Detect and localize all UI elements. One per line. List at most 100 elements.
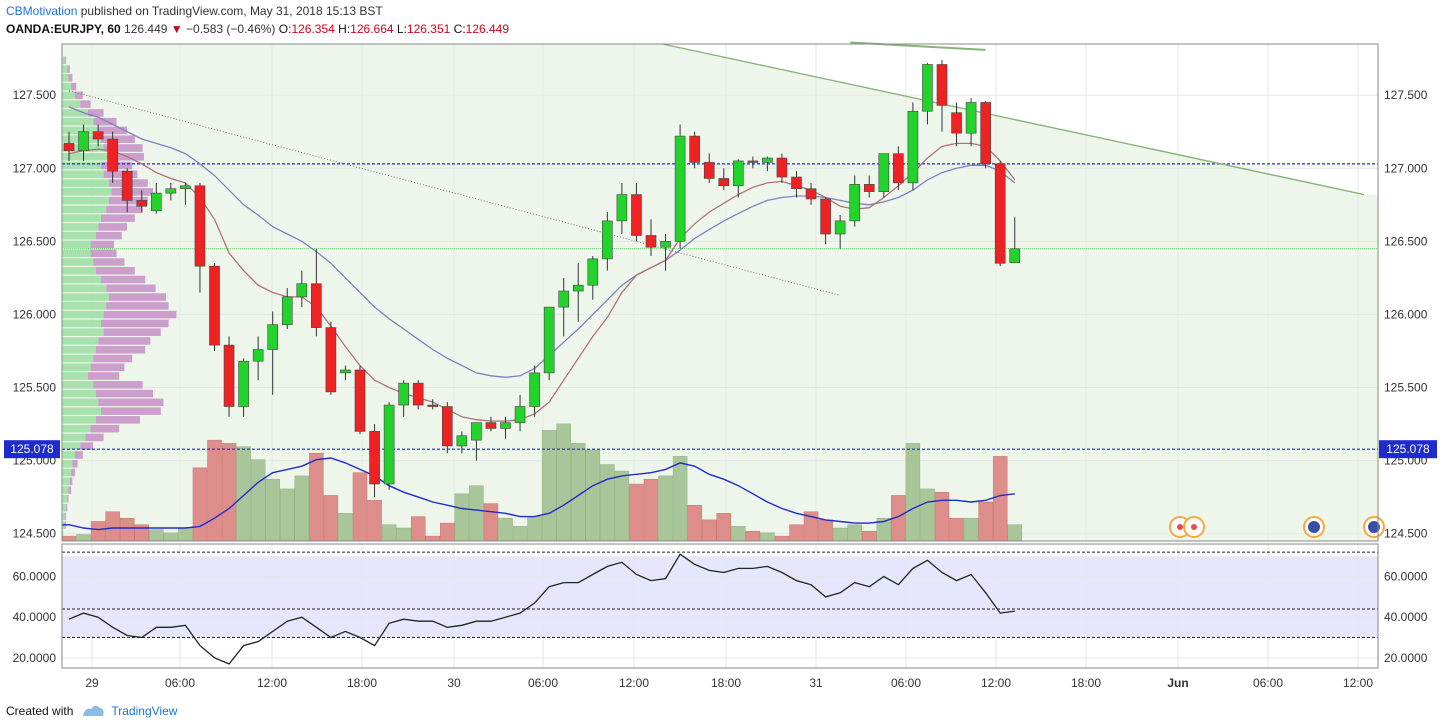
candle [529,365,540,417]
profile-up-bar [62,381,94,389]
price-pane[interactable] [61,41,1385,542]
event-marker-4[interactable] [1363,516,1385,538]
profile-down-bar [93,381,143,389]
profile-up-bar [62,328,104,336]
profile-down-bar [93,258,125,266]
candle [398,380,409,417]
volume-bar [90,521,106,542]
change-value: −0.583 (−0.46%) [186,22,276,36]
rsi-pane[interactable] [62,544,1378,668]
volume-bar [178,527,193,542]
candle [922,63,933,125]
event-marker-3[interactable] [1303,516,1325,538]
profile-down-bar [85,433,104,442]
candle-body [311,283,322,328]
x-tick-label: 12:00 [1343,676,1373,690]
profile-down-bar [103,144,143,152]
volume-bar [629,483,644,542]
y-tick-label: 127.000 [13,161,57,175]
low-label: L: [396,22,407,36]
y-tick-label: 127.500 [1384,88,1428,102]
candle [92,124,104,147]
profile-down-bar [68,486,72,494]
profile-up-bar [62,275,101,284]
profile-down-bar [106,302,169,310]
profile-up-bar [62,179,109,187]
candle [762,156,773,172]
tradingview-brand-link[interactable]: TradingView [111,703,178,718]
candle [616,182,628,235]
volume-bar [207,439,222,542]
candle [441,402,453,454]
profile-down-bar [93,354,133,363]
profile-up-bar [62,468,72,477]
candle-body [383,404,395,485]
candle [907,102,919,191]
footer: Created with TradingView [0,694,1440,727]
candles[interactable] [63,60,1021,498]
volume-bar [920,488,935,542]
candle [936,60,948,132]
profile-up-bar [62,170,104,179]
candle-body [121,170,133,201]
volume-bar [396,527,411,542]
profile-up-bar [62,74,69,82]
profile-down-bar [103,310,177,319]
y-tick-label: 124.500 [1384,527,1428,541]
profile-down-bar [101,319,169,328]
profile-up-bar [62,109,88,117]
candle [514,394,526,432]
profile-down-bar [93,117,117,126]
volume-bar [410,516,426,542]
profile-down-bar [95,345,146,354]
author-link[interactable]: CBMotivation [6,4,78,18]
time-axis[interactable]: 29 06:00 12:00 18:00 30 06:00 12:00 18:00 31 06:0… [85,676,1373,690]
profile-down-bar [68,74,73,82]
profile-down-bar [72,459,78,468]
candle-body [776,157,788,178]
profile-up-bar [62,319,101,328]
candle-body [427,404,439,407]
chart-header: CBMotivation published on TradingView.co… [6,2,509,38]
profile-up-bar [62,240,91,249]
candle [412,380,424,410]
candle-body [238,360,249,407]
symbol-label[interactable]: OANDA:EURJPY, 60 [6,22,121,36]
horizontal-lines[interactable] [62,163,1378,450]
candle [281,288,293,330]
x-tick-label: 12:00 [257,676,287,690]
trendline [68,90,841,296]
event-marker-2[interactable] [1183,516,1205,538]
rsi-axis-right: 60.0000 40.0000 20.0000 [1384,570,1428,665]
candle-body [165,188,177,194]
candle [980,101,991,169]
candle-body [354,369,366,432]
y-axis-right[interactable]: 127.500 127.000 126.500 126.000 125.500 125.0… [1384,88,1428,541]
profile-down-bar [64,56,66,65]
volume-bar [687,504,702,542]
profile-down-bar [71,468,75,477]
volume-bar [541,430,557,542]
candle-body [747,160,759,163]
profile-down-bar [88,109,104,117]
volume-bar [149,529,164,542]
candle [340,365,351,381]
volume-bar [614,470,630,542]
candle-body [441,406,453,447]
profile-up-bar [62,188,112,196]
price-pane-frame [61,43,1379,542]
candle [849,175,861,227]
open-label: O: [278,22,292,36]
chart-canvas[interactable]: 127.500 127.000 126.500 126.000 125.500 125.0… [0,0,1440,694]
candle-body [732,160,744,187]
profile-down-bar [90,424,120,433]
event-markers[interactable] [1169,516,1385,538]
profile-up-bar [62,363,91,372]
y-tick-label: 127.500 [13,88,57,102]
candle [572,263,584,322]
y-axis-left[interactable]: 127.500 127.000 126.500 126.000 125.500 125.0… [13,88,57,541]
candle-body [703,162,715,179]
profile-down-bar [90,240,114,249]
x-tick-label: 29 [85,676,99,690]
candle [776,153,788,183]
